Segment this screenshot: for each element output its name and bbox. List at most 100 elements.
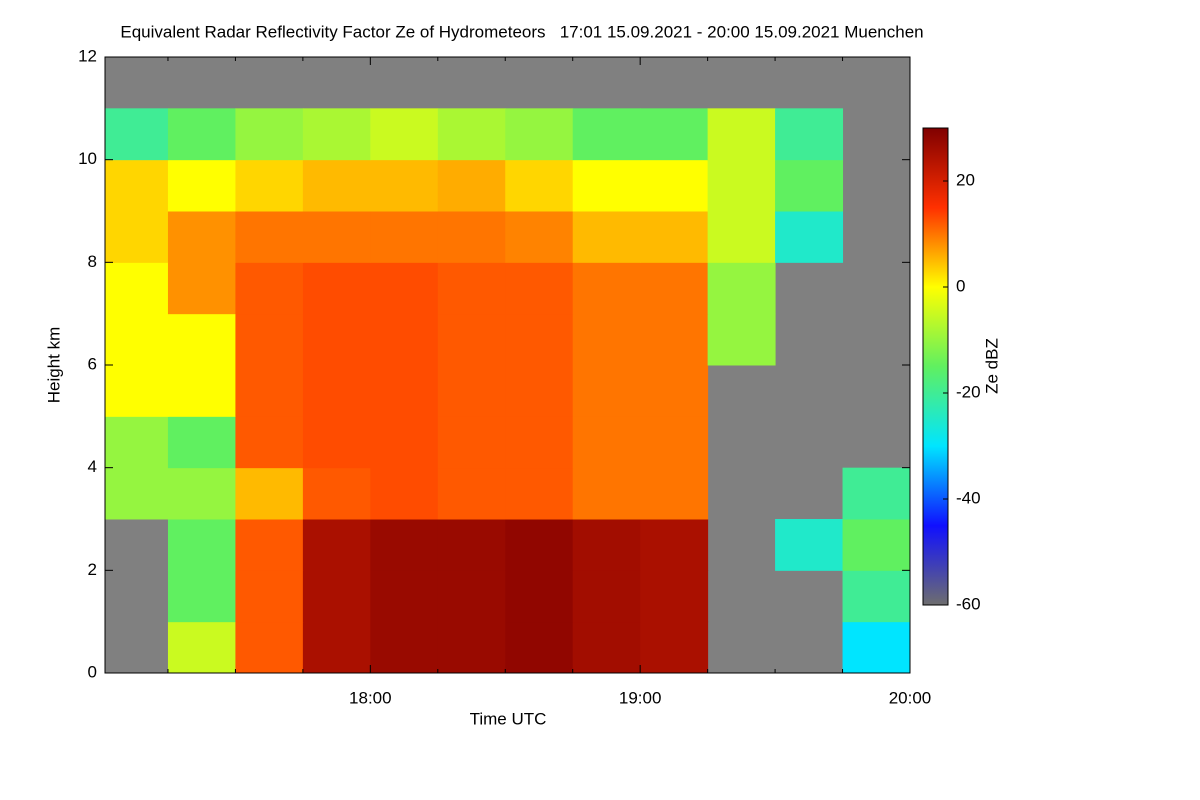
heatmap-cell bbox=[167, 211, 236, 263]
heatmap-cell bbox=[505, 108, 574, 161]
heatmap-cell bbox=[640, 313, 709, 366]
heatmap-cell bbox=[707, 262, 776, 315]
heatmap-cell bbox=[775, 211, 844, 263]
colorbar-tick-label: -20 bbox=[956, 382, 981, 401]
heatmap-cell bbox=[572, 570, 641, 623]
heatmap-cell bbox=[167, 365, 236, 417]
heatmap-cell bbox=[640, 519, 709, 571]
heatmap-cell bbox=[167, 467, 236, 520]
heatmap-cell bbox=[370, 108, 439, 161]
y-axis-label: Height km bbox=[44, 327, 63, 404]
heatmap-cell bbox=[437, 570, 506, 623]
heatmap-cell bbox=[640, 108, 709, 161]
heatmap-cell bbox=[640, 159, 709, 212]
heatmap-cell bbox=[235, 570, 304, 623]
heatmap-cell bbox=[437, 621, 506, 674]
heatmap-cell bbox=[235, 108, 304, 161]
y-tick-label: 8 bbox=[88, 252, 97, 271]
heatmap-cell bbox=[572, 211, 641, 263]
heatmap-cell bbox=[302, 467, 371, 520]
heatmap-cell bbox=[505, 262, 574, 315]
heatmap-cell bbox=[437, 211, 506, 263]
heatmap-cell bbox=[105, 416, 169, 469]
heatmap-cell bbox=[105, 467, 169, 520]
colorbar-tick-label: -60 bbox=[956, 594, 981, 613]
x-tick-label: 18:00 bbox=[349, 688, 392, 707]
heatmap-cell bbox=[505, 467, 574, 520]
colorbar-tick-label: -40 bbox=[956, 488, 981, 507]
heatmap-cell bbox=[167, 621, 236, 674]
heatmap-cell bbox=[235, 467, 304, 520]
colorbar-tick-label: 20 bbox=[956, 170, 975, 189]
heatmap-cell bbox=[167, 108, 236, 161]
heatmap-cell bbox=[437, 519, 506, 571]
heatmap-cell bbox=[437, 467, 506, 520]
heatmap-cell bbox=[235, 211, 304, 263]
heatmap-cell bbox=[370, 211, 439, 263]
colorbar-label: Ze dBZ bbox=[982, 338, 1001, 394]
heatmap-cell bbox=[707, 211, 776, 263]
heatmap-cell bbox=[437, 262, 506, 315]
heatmap-cell bbox=[842, 621, 911, 674]
heatmap-cell bbox=[640, 211, 709, 263]
heatmap-cell bbox=[572, 519, 641, 571]
heatmap-cell bbox=[235, 159, 304, 212]
heatmap-cell bbox=[167, 313, 236, 366]
heatmap-cell bbox=[640, 621, 709, 674]
heatmap-cell bbox=[640, 467, 709, 520]
heatmap-cell bbox=[842, 570, 911, 623]
colorbar bbox=[922, 127, 949, 606]
heatmap-cell bbox=[842, 519, 911, 571]
heatmap-cell bbox=[370, 570, 439, 623]
heatmap-cell bbox=[105, 108, 169, 161]
heatmap-cell bbox=[167, 570, 236, 623]
y-tick-label: 6 bbox=[88, 354, 97, 373]
chart-title: Equivalent Radar Reflectivity Factor Ze … bbox=[120, 22, 923, 41]
heatmap-cell bbox=[235, 365, 304, 417]
heatmap-cell bbox=[167, 262, 236, 315]
heatmap-cell bbox=[235, 621, 304, 674]
heatmap-cell bbox=[105, 262, 169, 315]
heatmap-cell bbox=[302, 519, 371, 571]
heatmap-cell bbox=[505, 313, 574, 366]
heatmap-cell bbox=[775, 159, 844, 212]
heatmap-cell bbox=[235, 313, 304, 366]
x-axis-label: Time UTC bbox=[470, 709, 547, 728]
y-tick-label: 12 bbox=[78, 46, 97, 65]
colorbar-tick-label: 0 bbox=[956, 276, 965, 295]
heatmap-cell bbox=[707, 159, 776, 212]
heatmap-cell bbox=[302, 570, 371, 623]
heatmap-cell bbox=[505, 519, 574, 571]
heatmap-cell bbox=[572, 416, 641, 469]
heatmap-cell bbox=[302, 108, 371, 161]
heatmap-cell bbox=[370, 313, 439, 366]
heatmap-cell bbox=[235, 262, 304, 315]
heatmap-cell bbox=[167, 416, 236, 469]
heatmap-cell bbox=[370, 365, 439, 417]
heatmap-cell bbox=[505, 621, 574, 674]
heatmap-cell bbox=[437, 108, 506, 161]
heatmap-cell bbox=[302, 313, 371, 366]
heatmap-cell bbox=[640, 416, 709, 469]
heatmap-cell bbox=[437, 159, 506, 212]
heatmap-cell bbox=[105, 159, 169, 212]
heatmap-cell bbox=[505, 416, 574, 469]
heatmap-cell bbox=[105, 211, 169, 263]
heatmap-cell bbox=[370, 159, 439, 212]
y-tick-label: 2 bbox=[88, 560, 97, 579]
heatmap-cell bbox=[437, 313, 506, 366]
y-tick-label: 0 bbox=[88, 662, 97, 681]
heatmap-cell bbox=[572, 262, 641, 315]
heatmap-cell bbox=[302, 159, 371, 212]
heatmap-cell bbox=[707, 313, 776, 366]
heatmap-cell bbox=[572, 108, 641, 161]
heatmap-cell bbox=[105, 365, 169, 417]
heatmap-cell bbox=[437, 416, 506, 469]
heatmap-cell bbox=[302, 621, 371, 674]
heatmap-cell bbox=[505, 570, 574, 623]
heatmap-cell bbox=[302, 211, 371, 263]
heatmap-cell bbox=[105, 313, 169, 366]
heatmap-cell bbox=[707, 108, 776, 161]
heatmap-cell bbox=[640, 570, 709, 623]
